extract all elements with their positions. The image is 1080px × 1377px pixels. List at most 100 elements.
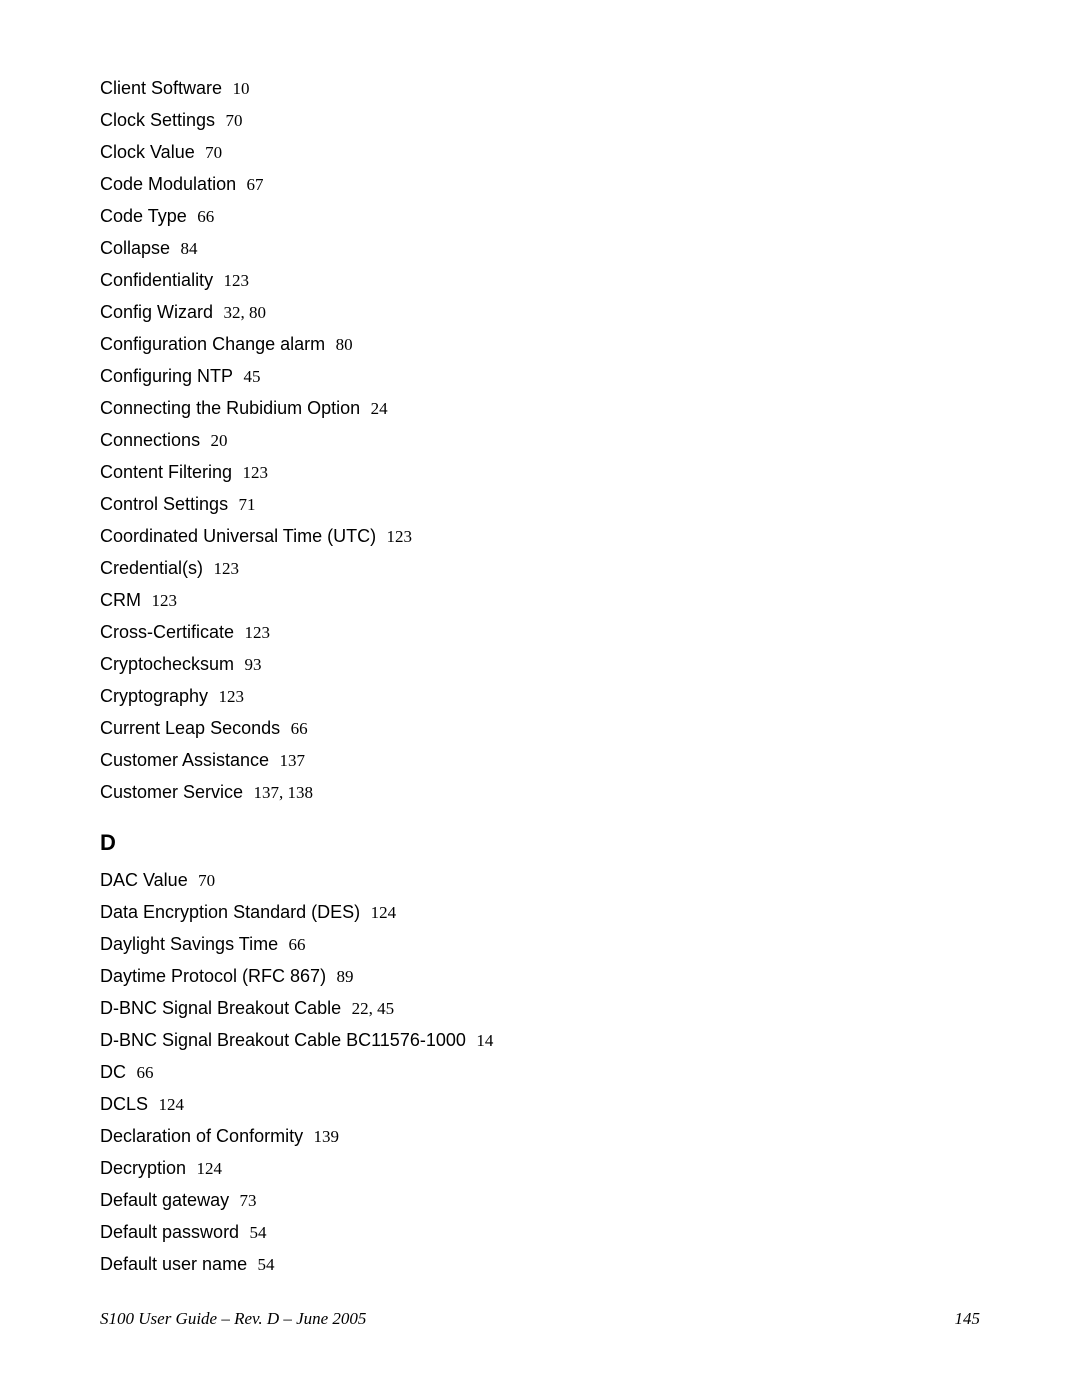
entry-label: Configuration Change alarm: [100, 334, 325, 354]
entry-label: DCLS: [100, 1094, 148, 1114]
index-entry: Configuration Change alarm 80: [100, 334, 980, 355]
footer-left-text: S100 User Guide – Rev. D – June 2005: [100, 1309, 366, 1329]
index-entry: Cryptography 123: [100, 686, 980, 707]
page-footer: S100 User Guide – Rev. D – June 2005 145: [100, 1309, 980, 1329]
entry-label: Decryption: [100, 1158, 186, 1178]
entry-pages: 123: [214, 559, 240, 578]
index-entry: DC 66: [100, 1062, 980, 1083]
entry-label: Config Wizard: [100, 302, 213, 322]
entry-label: Connections: [100, 430, 200, 450]
entry-pages: 137: [280, 751, 306, 770]
entry-pages: 67: [247, 175, 264, 194]
entry-pages: 14: [476, 1031, 493, 1050]
entry-pages: 123: [219, 687, 245, 706]
entry-pages: 66: [289, 935, 306, 954]
index-entry: D-BNC Signal Breakout Cable BC11576-1000…: [100, 1030, 980, 1051]
section-heading: D: [100, 830, 980, 856]
index-entry: Connecting the Rubidium Option 24: [100, 398, 980, 419]
entry-label: Data Encryption Standard (DES): [100, 902, 360, 922]
entry-label: Current Leap Seconds: [100, 718, 280, 738]
entry-label: Cryptography: [100, 686, 208, 706]
index-list: Client Software 10Clock Settings 70Clock…: [100, 78, 980, 803]
entry-pages: 54: [250, 1223, 267, 1242]
entry-pages: 10: [233, 79, 250, 98]
entry-label: Daylight Savings Time: [100, 934, 278, 954]
index-entry: Default gateway 73: [100, 1190, 980, 1211]
index-entry: Collapse 84: [100, 238, 980, 259]
index-entry: Cross-Certificate 123: [100, 622, 980, 643]
entry-pages: 70: [205, 143, 222, 162]
index-entry: Clock Value 70: [100, 142, 980, 163]
entry-pages: 123: [151, 591, 177, 610]
entry-label: D-BNC Signal Breakout Cable: [100, 998, 341, 1018]
entry-label: D-BNC Signal Breakout Cable BC11576-1000: [100, 1030, 466, 1050]
index-entry: Code Type 66: [100, 206, 980, 227]
entry-pages: 73: [240, 1191, 257, 1210]
entry-label: Daytime Protocol (RFC 867): [100, 966, 326, 986]
entry-label: Cross-Certificate: [100, 622, 234, 642]
entry-pages: 123: [387, 527, 413, 546]
entry-label: Clock Settings: [100, 110, 215, 130]
index-entry: D-BNC Signal Breakout Cable 22, 45: [100, 998, 980, 1019]
entry-pages: 80: [336, 335, 353, 354]
entry-pages: 124: [371, 903, 397, 922]
entry-label: Confidentiality: [100, 270, 213, 290]
entry-pages: 70: [198, 871, 215, 890]
index-entry: Confidentiality 123: [100, 270, 980, 291]
entry-label: Customer Service: [100, 782, 243, 802]
entry-label: Code Modulation: [100, 174, 236, 194]
entry-pages: 20: [211, 431, 228, 450]
entry-pages: 32, 80: [224, 303, 267, 322]
index-entry: DCLS 124: [100, 1094, 980, 1115]
entry-label: Coordinated Universal Time (UTC): [100, 526, 376, 546]
index-entry: Credential(s) 123: [100, 558, 980, 579]
entry-label: DC: [100, 1062, 126, 1082]
entry-label: Declaration of Conformity: [100, 1126, 303, 1146]
index-entry: Current Leap Seconds 66: [100, 718, 980, 739]
entry-pages: 66: [291, 719, 308, 738]
entry-label: CRM: [100, 590, 141, 610]
entry-pages: 124: [197, 1159, 223, 1178]
index-entry: Config Wizard 32, 80: [100, 302, 980, 323]
index-entry: Customer Assistance 137: [100, 750, 980, 771]
index-entry: Control Settings 71: [100, 494, 980, 515]
index-entry: CRM 123: [100, 590, 980, 611]
entry-label: Configuring NTP: [100, 366, 233, 386]
index-entry: Content Filtering 123: [100, 462, 980, 483]
index-content: Client Software 10Clock Settings 70Clock…: [100, 78, 980, 1275]
index-page: Client Software 10Clock Settings 70Clock…: [0, 0, 1080, 1377]
index-entry: Default user name 54: [100, 1254, 980, 1275]
index-entry: Decryption 124: [100, 1158, 980, 1179]
entry-pages: 123: [244, 623, 270, 642]
entry-pages: 137, 138: [254, 783, 314, 802]
entry-label: Cryptochecksum: [100, 654, 234, 674]
entry-pages: 89: [337, 967, 354, 986]
index-entry: Data Encryption Standard (DES) 124: [100, 902, 980, 923]
entry-label: Clock Value: [100, 142, 195, 162]
entry-label: Code Type: [100, 206, 187, 226]
entry-label: Default password: [100, 1222, 239, 1242]
index-entry: Daylight Savings Time 66: [100, 934, 980, 955]
index-entry: Client Software 10: [100, 78, 980, 99]
entry-pages: 66: [197, 207, 214, 226]
entry-pages: 84: [181, 239, 198, 258]
index-entry: Declaration of Conformity 139: [100, 1126, 980, 1147]
index-entry: Configuring NTP 45: [100, 366, 980, 387]
index-entry: Connections 20: [100, 430, 980, 451]
entry-label: Credential(s): [100, 558, 203, 578]
index-entry: Clock Settings 70: [100, 110, 980, 131]
index-entry: Default password 54: [100, 1222, 980, 1243]
entry-pages: 66: [136, 1063, 153, 1082]
entry-pages: 70: [226, 111, 243, 130]
entry-label: Collapse: [100, 238, 170, 258]
entry-pages: 139: [314, 1127, 340, 1146]
entry-pages: 123: [243, 463, 269, 482]
index-entry: Daytime Protocol (RFC 867) 89: [100, 966, 980, 987]
index-entry: Cryptochecksum 93: [100, 654, 980, 675]
entry-label: Default user name: [100, 1254, 247, 1274]
entry-pages: 54: [258, 1255, 275, 1274]
index-entry: DAC Value 70: [100, 870, 980, 891]
entry-label: Client Software: [100, 78, 222, 98]
entry-pages: 93: [245, 655, 262, 674]
entry-label: Default gateway: [100, 1190, 229, 1210]
